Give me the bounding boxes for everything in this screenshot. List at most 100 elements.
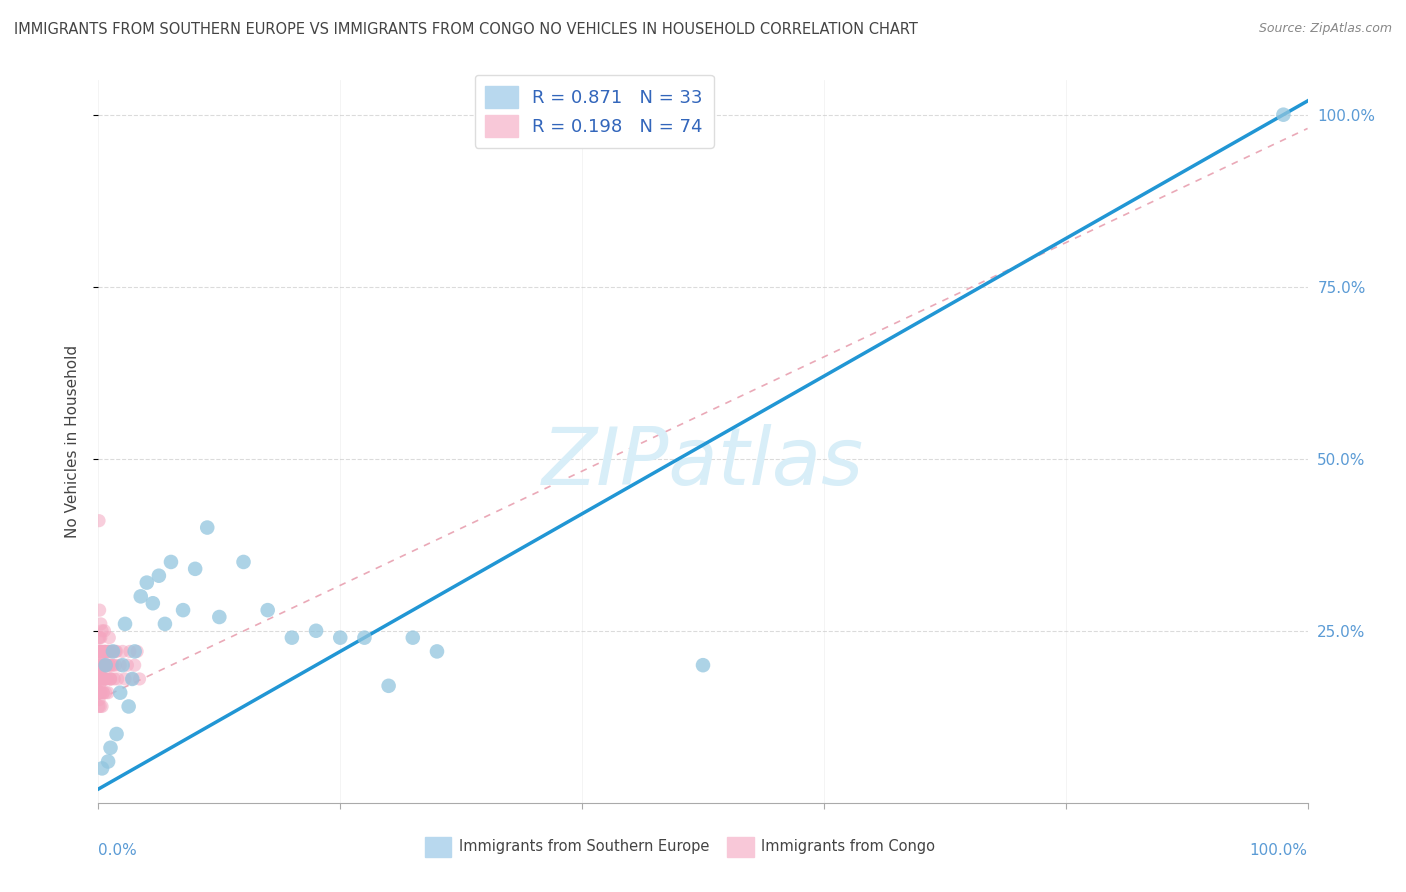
Point xyxy=(91,658,114,673)
Point xyxy=(90,631,112,645)
Point xyxy=(128,672,150,686)
Point xyxy=(89,644,111,658)
Point xyxy=(91,658,114,673)
Point xyxy=(89,658,111,673)
Point xyxy=(127,644,149,658)
Point xyxy=(195,520,218,534)
Point xyxy=(100,672,122,686)
Point xyxy=(91,644,114,658)
Point xyxy=(87,658,110,673)
Point xyxy=(91,672,114,686)
Point xyxy=(114,672,136,686)
Point xyxy=(101,658,124,673)
Point xyxy=(692,658,714,673)
Point xyxy=(111,644,134,658)
Point xyxy=(91,672,114,686)
Y-axis label: No Vehicles in Household: No Vehicles in Household xyxy=(65,345,80,538)
Point xyxy=(87,514,110,528)
Point xyxy=(426,644,449,658)
Point xyxy=(89,644,111,658)
Point xyxy=(101,644,124,658)
Point xyxy=(256,603,278,617)
Point xyxy=(121,672,143,686)
Point xyxy=(135,575,157,590)
Text: IMMIGRANTS FROM SOUTHERN EUROPE VS IMMIGRANTS FROM CONGO NO VEHICLES IN HOUSEHOL: IMMIGRANTS FROM SOUTHERN EUROPE VS IMMIG… xyxy=(14,22,918,37)
Point xyxy=(91,672,114,686)
Point xyxy=(87,658,110,673)
Point xyxy=(90,644,112,658)
Point xyxy=(96,672,118,686)
Point xyxy=(100,740,122,755)
Point xyxy=(93,672,115,686)
Point xyxy=(1272,108,1295,122)
Point xyxy=(96,658,118,673)
Point xyxy=(89,672,111,686)
Point xyxy=(93,624,115,638)
Point xyxy=(93,672,115,686)
Point xyxy=(94,644,117,658)
Point xyxy=(90,686,112,700)
Point xyxy=(281,631,304,645)
Point xyxy=(107,672,129,686)
Point xyxy=(93,644,115,658)
Point xyxy=(108,686,131,700)
Point xyxy=(96,658,118,673)
Point xyxy=(89,603,111,617)
Point xyxy=(89,679,111,693)
Text: Immigrants from Congo: Immigrants from Congo xyxy=(761,838,935,854)
Point xyxy=(94,672,117,686)
Point xyxy=(87,672,110,686)
Point xyxy=(118,699,141,714)
Point xyxy=(89,644,111,658)
Point xyxy=(89,686,111,700)
Point xyxy=(111,658,134,673)
Point xyxy=(89,644,111,658)
Point xyxy=(87,686,110,700)
Point xyxy=(90,644,112,658)
Point xyxy=(100,644,122,658)
Point xyxy=(148,568,170,582)
Point xyxy=(402,631,425,645)
Point xyxy=(93,672,115,686)
Bar xyxy=(425,837,451,857)
Point xyxy=(91,624,114,638)
Point xyxy=(87,631,110,645)
Point xyxy=(97,644,120,658)
Point xyxy=(89,658,111,673)
Text: 0.0%: 0.0% xyxy=(98,843,138,857)
Point xyxy=(160,555,183,569)
Point xyxy=(97,644,120,658)
Point xyxy=(153,616,176,631)
Point xyxy=(89,658,111,673)
Point xyxy=(208,610,231,624)
Point xyxy=(353,631,375,645)
Point xyxy=(98,631,121,645)
Point xyxy=(87,672,110,686)
Point xyxy=(89,665,111,679)
Point xyxy=(117,658,139,673)
Point xyxy=(232,555,254,569)
Point xyxy=(89,651,111,665)
Text: Immigrants from Southern Europe: Immigrants from Southern Europe xyxy=(458,838,709,854)
Point xyxy=(98,658,121,673)
Point xyxy=(103,672,125,686)
Point xyxy=(90,658,112,673)
Point xyxy=(89,699,111,714)
Point xyxy=(91,644,114,658)
Text: 100.0%: 100.0% xyxy=(1250,843,1308,857)
Point xyxy=(89,672,111,686)
Point xyxy=(91,658,114,673)
Point xyxy=(94,686,117,700)
Point xyxy=(91,686,114,700)
Point xyxy=(94,658,117,673)
Point xyxy=(87,658,110,673)
Point xyxy=(118,644,141,658)
Point xyxy=(104,644,127,658)
Text: Source: ZipAtlas.com: Source: ZipAtlas.com xyxy=(1258,22,1392,36)
Point xyxy=(91,686,114,700)
Point xyxy=(94,672,117,686)
Point xyxy=(90,686,112,700)
Point xyxy=(91,761,114,775)
Point xyxy=(184,562,207,576)
Bar xyxy=(727,837,754,857)
